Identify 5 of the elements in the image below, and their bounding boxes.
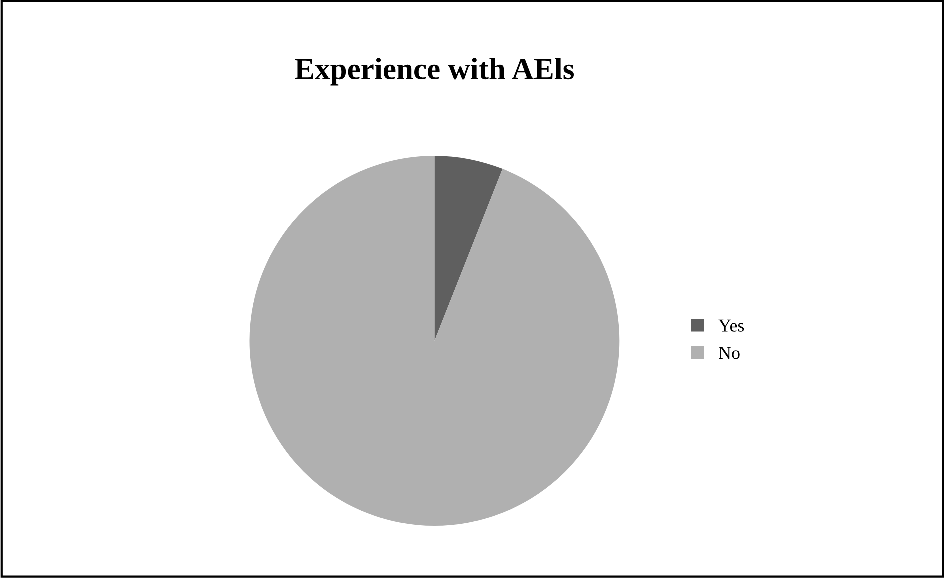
pie-slice (250, 156, 620, 526)
legend-label: No (719, 347, 740, 360)
legend-label: Yes (718, 320, 744, 332)
chart-title: Experience with AEls (295, 58, 574, 86)
pie-slice (434, 156, 503, 342)
